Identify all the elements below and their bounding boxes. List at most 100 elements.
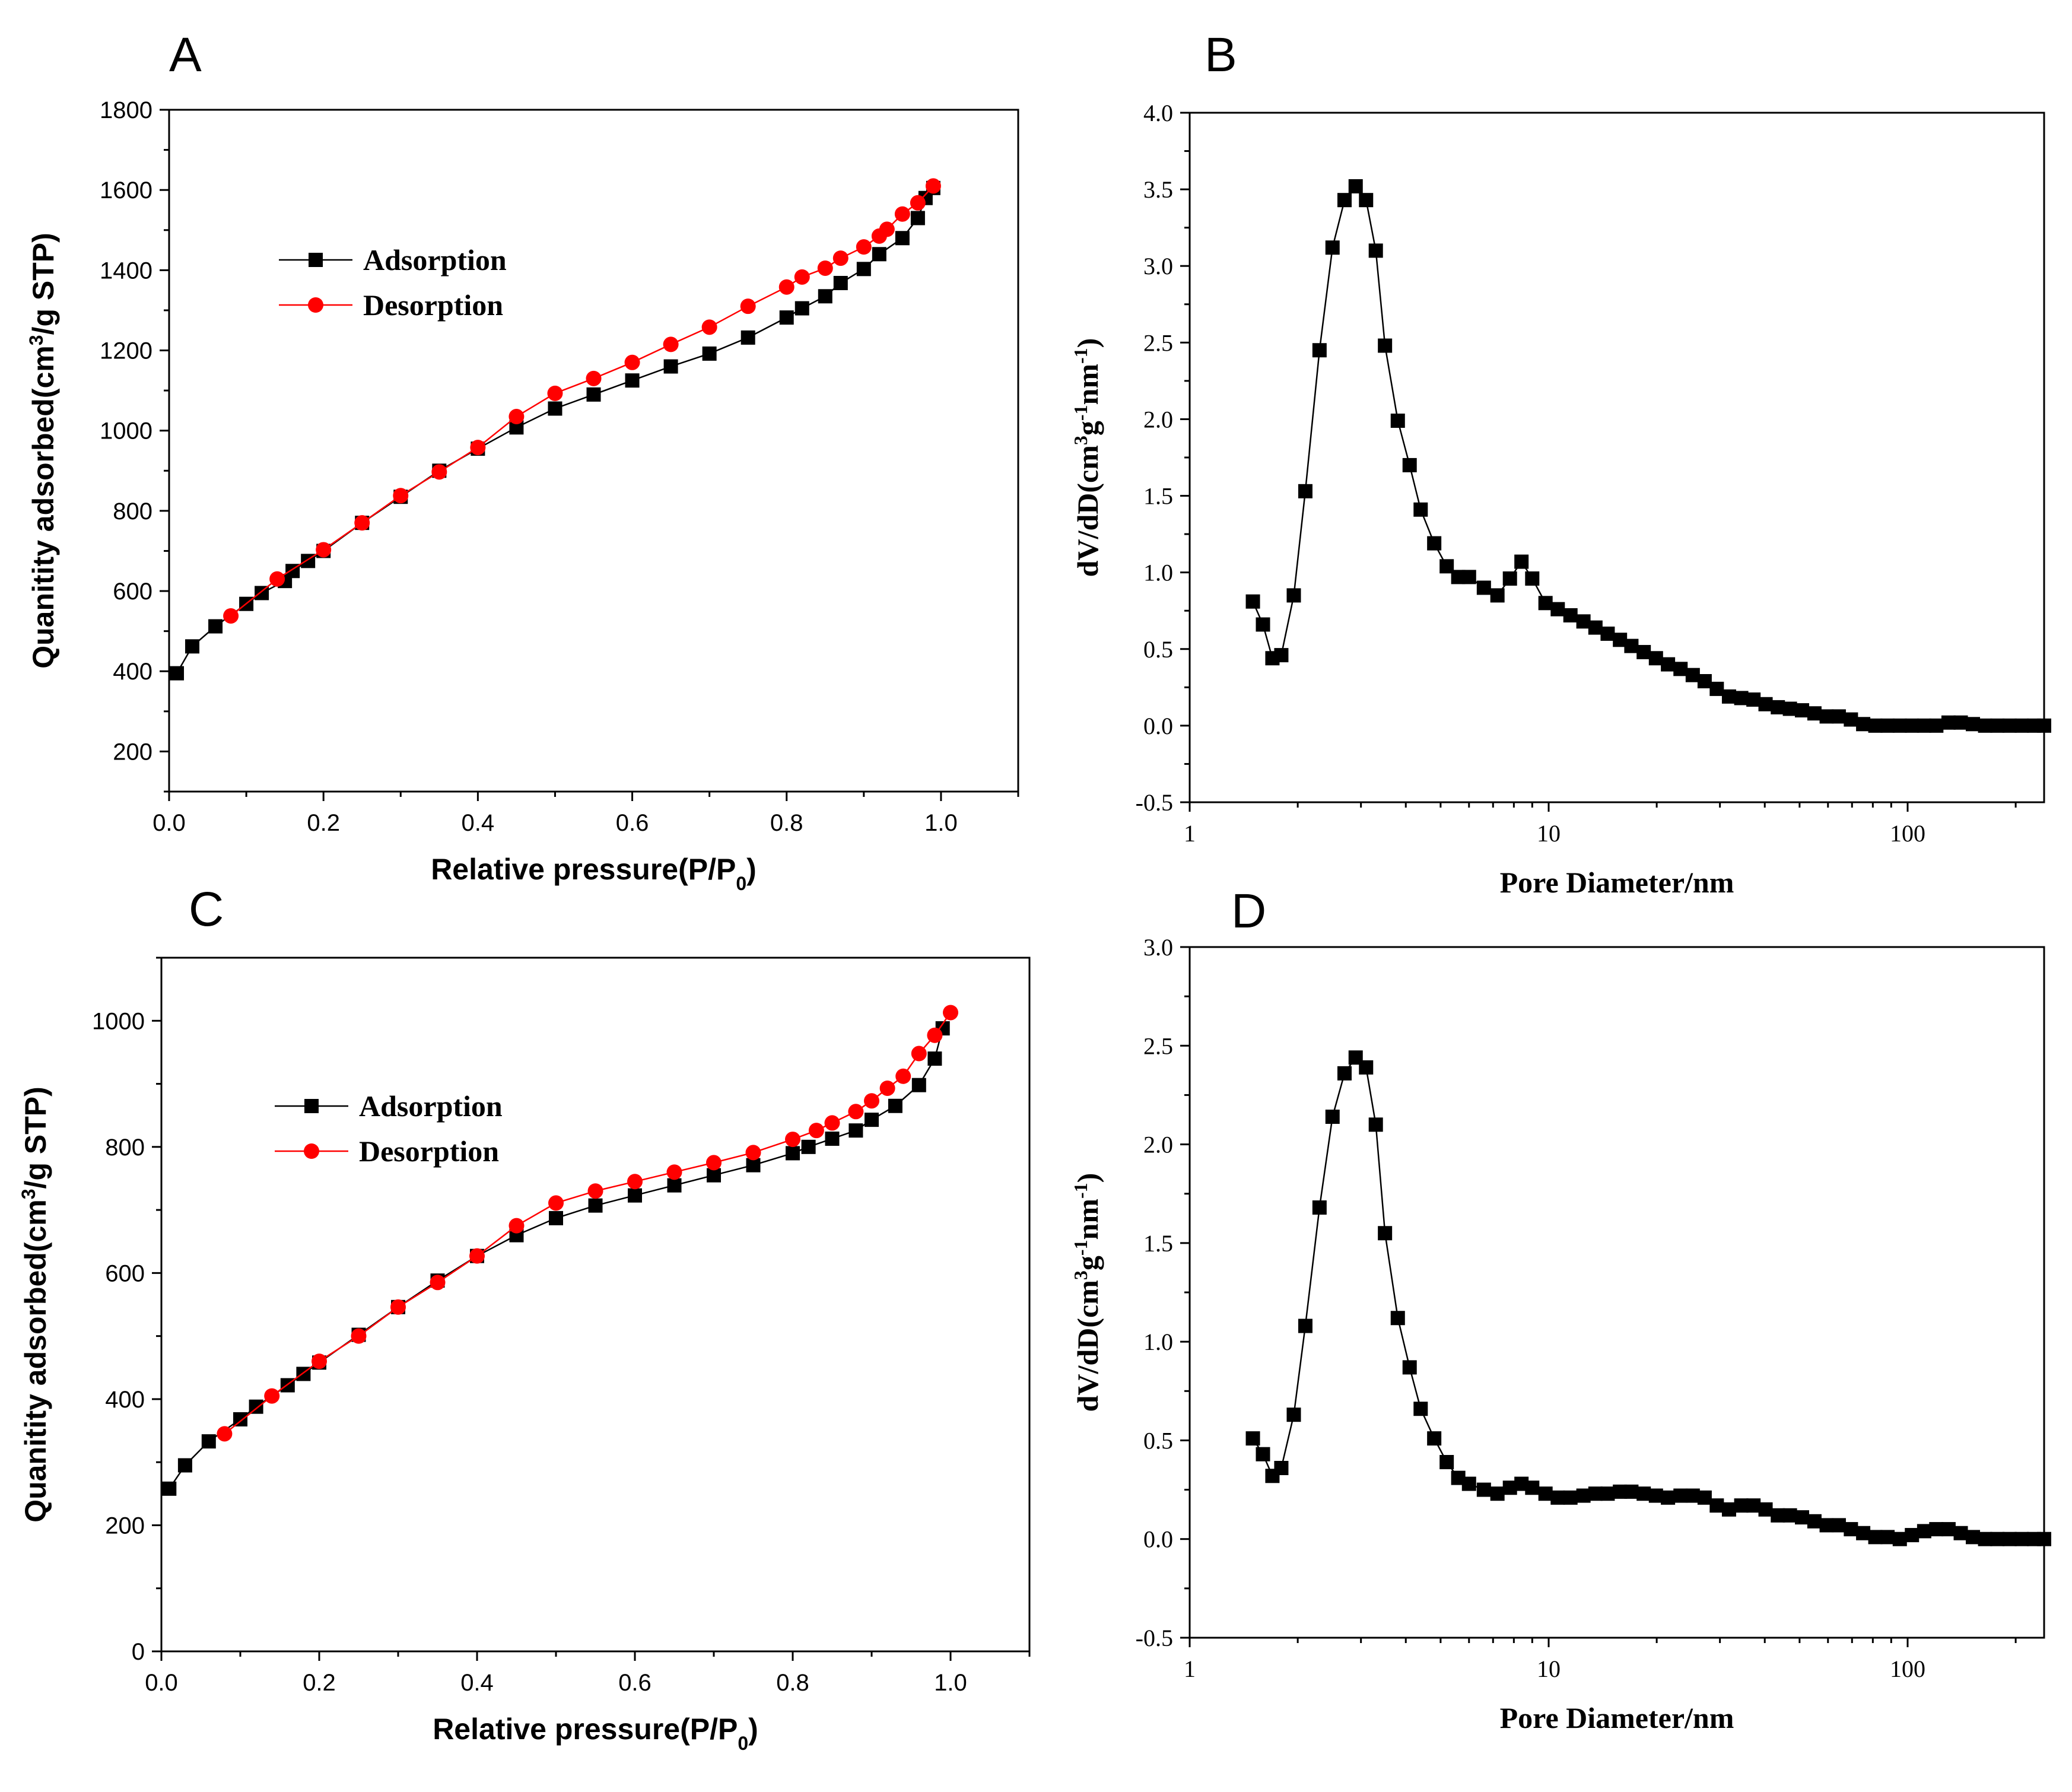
data-point [233, 1412, 247, 1426]
y-tick-label: -0.5 [1136, 1625, 1173, 1651]
data-point [1624, 1484, 1639, 1499]
data-point [431, 464, 447, 480]
data-point [856, 239, 872, 255]
data-point [1880, 1530, 1895, 1545]
data-point [185, 639, 200, 654]
data-point [825, 1132, 840, 1146]
data-point [1378, 1226, 1393, 1241]
data-point [588, 1198, 603, 1213]
legend-label: Adsorption [359, 1089, 503, 1123]
plot-frame [1188, 112, 2045, 803]
data-point [1685, 1488, 1700, 1503]
data-point [1256, 1447, 1270, 1461]
data-point [509, 409, 525, 425]
data-point [223, 608, 239, 624]
data-point [1413, 1402, 1428, 1416]
data-point [1348, 179, 1363, 193]
data-point [1538, 596, 1553, 611]
data-point [910, 211, 925, 225]
panel-label: C [189, 882, 224, 936]
data-point [741, 330, 755, 345]
x-tick-label: 0.8 [770, 810, 803, 836]
data-point [1892, 1532, 1907, 1546]
legend-marker [304, 1099, 319, 1113]
y-tick-label: 1200 [100, 338, 152, 364]
data-point [1721, 1502, 1736, 1517]
x-tick-label: 1.0 [934, 1670, 967, 1696]
data-point [1427, 536, 1442, 551]
data-point [1325, 1110, 1340, 1124]
data-point [1550, 602, 1565, 617]
y-tick-label: 1400 [100, 258, 152, 284]
data-point [170, 666, 185, 681]
data-point [818, 289, 832, 304]
y-tick-label: 1600 [100, 177, 152, 204]
data-point [1844, 712, 1858, 727]
panel-label: D [1231, 884, 1266, 938]
data-point [1274, 648, 1289, 663]
y-tick-label: 1.5 [1143, 483, 1173, 510]
data-point [1514, 554, 1529, 569]
data-point [817, 260, 833, 276]
data-point [1953, 1526, 1968, 1540]
data-point [879, 221, 895, 237]
data-point [911, 1046, 927, 1062]
y-tick-label: 0.5 [1143, 1427, 1173, 1454]
series-line [1252, 185, 2044, 727]
data-point [390, 1299, 406, 1315]
data-point [1819, 709, 1834, 724]
data-point [249, 1399, 263, 1414]
data-point [1378, 338, 1393, 353]
data-point [1427, 1431, 1442, 1446]
data-point [1941, 1522, 1956, 1537]
data-point [1880, 718, 1895, 733]
y-tick-label: 1.0 [1143, 1329, 1173, 1355]
data-point [702, 346, 717, 361]
y-tick-label: 400 [105, 1387, 145, 1413]
data-point [264, 1388, 280, 1404]
data-point [1905, 718, 1920, 733]
data-point [1312, 343, 1327, 358]
data-point [1312, 1200, 1327, 1215]
x-tick-label: 0.6 [618, 1670, 652, 1696]
data-point [1648, 1488, 1663, 1503]
y-tick-label: 3.0 [1143, 934, 1173, 961]
data-point [509, 1218, 525, 1234]
y-tick-label: -0.5 [1136, 789, 1173, 816]
data-point [624, 354, 640, 370]
data-point [1502, 571, 1517, 586]
series-line [169, 1028, 943, 1489]
data-point [848, 1123, 863, 1138]
x-axis-title: Pore Diameter/nm [1500, 866, 1734, 899]
y-tick-label: 4.0 [1143, 100, 1173, 126]
x-tick-label: 10 [1537, 1656, 1561, 1682]
series-desorption [223, 178, 941, 624]
data-point [1795, 703, 1810, 718]
data-point [1697, 674, 1712, 689]
plot-frame [168, 109, 1019, 793]
data-point [1298, 1318, 1313, 1333]
data-point [1771, 1508, 1785, 1523]
data-point [628, 1188, 642, 1203]
data-point [1661, 657, 1676, 672]
data-point [1856, 1526, 1871, 1540]
data-point [1782, 1508, 1797, 1523]
data-point [469, 1248, 485, 1264]
x-tick-label: 0.0 [145, 1670, 178, 1696]
data-point [1953, 715, 1968, 730]
data-point [1476, 1482, 1491, 1497]
data-point [911, 1078, 926, 1092]
data-point [1390, 414, 1405, 428]
data-point [1636, 1486, 1651, 1501]
series-adsorption [170, 180, 940, 681]
data-point [1461, 570, 1476, 584]
data-point [779, 310, 794, 325]
y-tick-label: 800 [113, 498, 152, 525]
x-tick-label: 0.8 [776, 1670, 809, 1696]
data-point [1636, 644, 1651, 659]
data-point [1746, 1498, 1761, 1513]
x-tick-label: 10 [1537, 820, 1561, 847]
data-point [1325, 240, 1340, 255]
y-tick-label: 3.5 [1143, 176, 1173, 203]
data-point [1661, 1490, 1676, 1505]
